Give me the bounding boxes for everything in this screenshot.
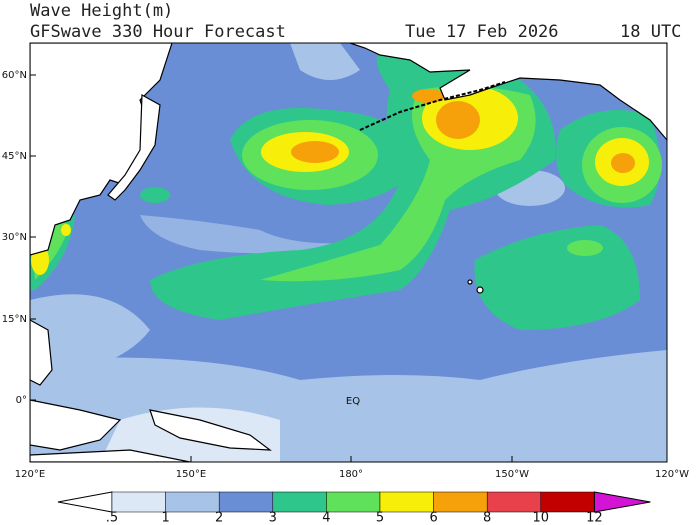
region	[61, 224, 71, 236]
region	[291, 141, 339, 163]
region	[140, 215, 380, 254]
colorbar: .5 1 2 3 4 5 6 8 10 12	[57, 491, 651, 525]
title: Wave Height(m)	[30, 1, 173, 21]
colorbar-label: 8	[483, 511, 491, 525]
subtitle: GFSwave 330 Hour Forecast	[30, 22, 286, 42]
asia	[30, 43, 173, 256]
lat-label: 45°N	[2, 151, 27, 162]
new-guinea	[149, 409, 272, 451]
lon-label: 120°W	[655, 469, 689, 480]
colorbar-over	[593, 491, 651, 513]
colorbar-label: .5	[106, 511, 118, 525]
region	[567, 240, 603, 256]
aleutians	[359, 81, 506, 131]
colorbar-box	[326, 491, 381, 513]
region	[611, 153, 635, 173]
colorbar-label: 4	[322, 511, 330, 525]
colorbar-label: 2	[215, 511, 223, 525]
colorbar-box	[433, 491, 488, 513]
lon-label: 180°	[339, 469, 363, 480]
colorbar-box	[111, 491, 166, 513]
hawaii	[467, 279, 473, 285]
lat-label: 0°	[16, 395, 27, 406]
philippines	[30, 319, 53, 386]
colorbar-label: 5	[376, 511, 384, 525]
region	[412, 89, 444, 103]
lon-label: 120°E	[15, 469, 45, 480]
eq-label: EQ	[346, 396, 360, 407]
axes: 60°N 45°N 30°N 15°N 0° 120°E 150°E 180° 150°W 120…	[2, 70, 689, 480]
region	[436, 101, 480, 139]
colorbar-label: 12	[586, 511, 603, 525]
colorbar-under	[57, 491, 113, 513]
colorbar-label: 1	[161, 511, 169, 525]
hawaii	[476, 286, 484, 294]
australia	[30, 449, 191, 462]
lat-label: 15°N	[2, 314, 27, 325]
colorbar-box	[165, 491, 220, 513]
colorbar-box	[218, 491, 274, 513]
indonesia	[30, 399, 122, 451]
lat-label: 30°N	[2, 232, 27, 243]
lon-label: 150°E	[176, 469, 206, 480]
wave-map	[30, 43, 667, 462]
region	[140, 187, 170, 203]
alaska	[349, 43, 667, 141]
lat-label: 60°N	[2, 70, 27, 81]
region	[290, 43, 360, 80]
japan	[107, 94, 161, 201]
colorbar-box	[540, 491, 595, 513]
region	[30, 294, 150, 380]
map-frame	[29, 42, 668, 463]
colorbar-label: 10	[533, 511, 550, 525]
date: Tue 17 Feb 2026	[405, 22, 559, 42]
colorbar-label: 3	[269, 511, 277, 525]
colorbar-box	[272, 491, 327, 513]
colorbar-label: 6	[429, 511, 437, 525]
time: 18 UTC	[620, 22, 681, 42]
colorbar-box	[486, 491, 542, 513]
colorbar-box	[379, 491, 434, 513]
lon-label: 150°W	[495, 469, 529, 480]
